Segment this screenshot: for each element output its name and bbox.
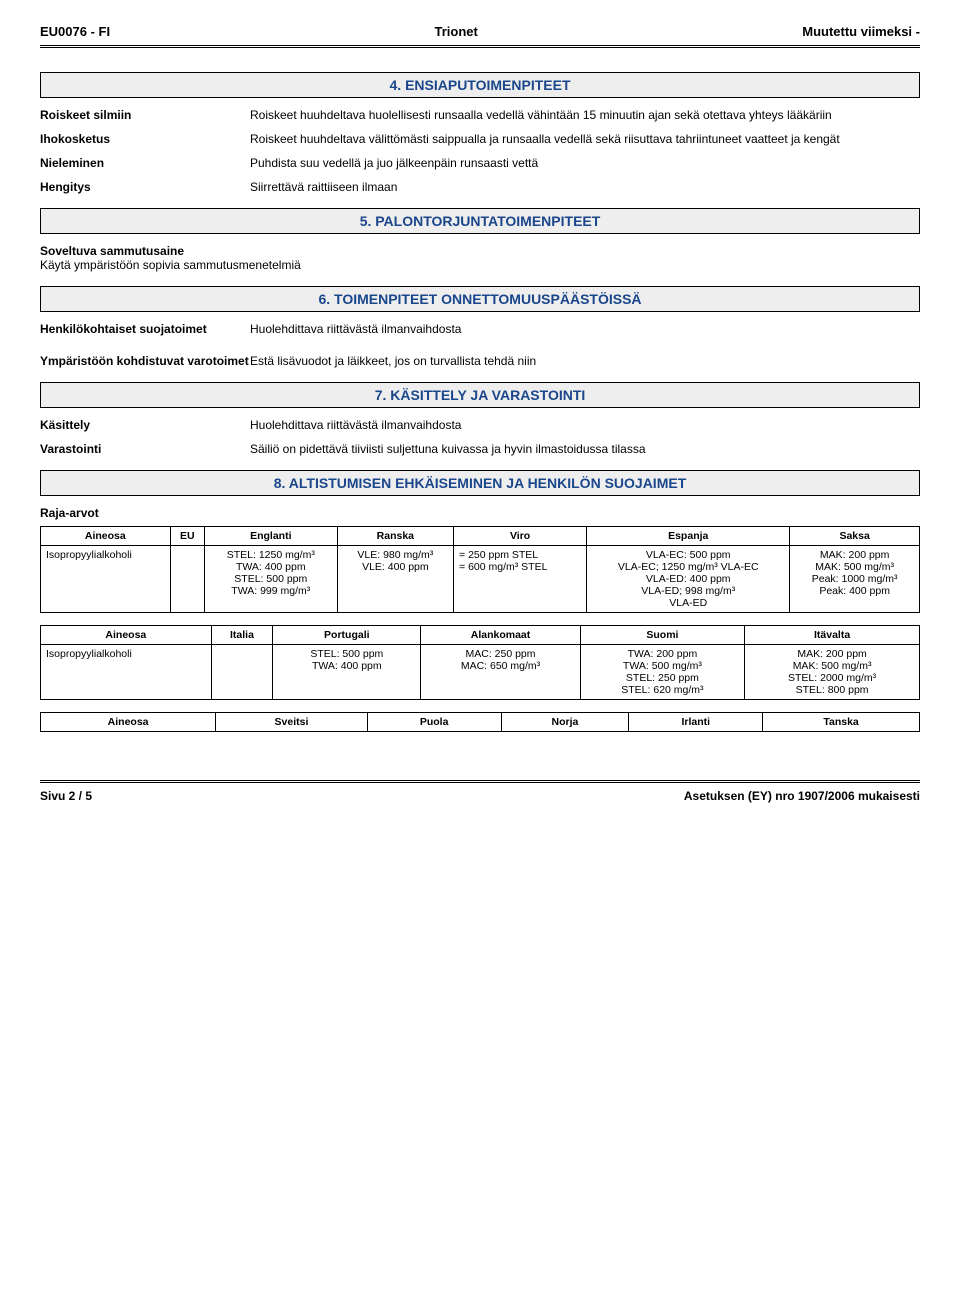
header-modified: Muutettu viimeksi - — [802, 24, 920, 39]
table-row: Isopropyylialkoholi STEL: 500 ppm TWA: 4… — [41, 645, 920, 700]
td: Isopropyylialkoholi — [41, 645, 212, 700]
section6-box: 6. TOIMENPITEET ONNETTOMUUSPÄÄSTÖISSÄ — [40, 286, 920, 312]
footer-page: Sivu 2 / 5 — [40, 789, 92, 803]
s7-value: Huolehdittava riittävästä ilmanvaihdosta — [250, 418, 920, 432]
th: Sveitsi — [216, 713, 368, 732]
td: MAC: 250 ppm MAC: 650 mg/m³ — [421, 645, 580, 700]
th: Aineosa — [41, 713, 216, 732]
s5-sub-text: Käytä ympäristöön sopivia sammutusmenete… — [40, 258, 920, 272]
s7-row: Varastointi Säiliö on pidettävä tiiviist… — [40, 442, 920, 456]
doc-footer: Sivu 2 / 5 Asetuksen (EY) nro 1907/2006 … — [40, 789, 920, 803]
th: Aineosa — [41, 626, 212, 645]
td — [170, 546, 204, 613]
s4-row: Hengitys Siirrettävä raittiiseen ilmaan — [40, 180, 920, 194]
s4-row: Roiskeet silmiin Roiskeet huuhdeltava hu… — [40, 108, 920, 122]
s4-value: Siirrettävä raittiiseen ilmaan — [250, 180, 920, 194]
th: Ranska — [337, 527, 453, 546]
th: Alankomaat — [421, 626, 580, 645]
limits-table-3: Aineosa Sveitsi Puola Norja Irlanti Tans… — [40, 712, 920, 732]
s4-label: Roiskeet silmiin — [40, 108, 250, 122]
th: EU — [170, 527, 204, 546]
s7-label: Varastointi — [40, 442, 250, 456]
th: Suomi — [580, 626, 744, 645]
s6-row: Henkilökohtaiset suojatoimet Huolehditta… — [40, 322, 920, 336]
section6-title: 6. TOIMENPITEET ONNETTOMUUSPÄÄSTÖISSÄ — [49, 291, 911, 307]
td: MAK: 200 ppm MAK: 500 mg/m³ STEL: 2000 m… — [745, 645, 920, 700]
section5-box: 5. PALONTORJUNTATOIMENPITEET — [40, 208, 920, 234]
s4-value: Roiskeet huuhdeltava välittömästi saippu… — [250, 132, 920, 146]
s7-value: Säiliö on pidettävä tiiviisti suljettuna… — [250, 442, 920, 456]
section8-box: 8. ALTISTUMISEN EHKÄISEMINEN JA HENKILÖN… — [40, 470, 920, 496]
s4-value: Roiskeet huuhdeltava huolellisesti runsa… — [250, 108, 920, 122]
table-row: Isopropyylialkoholi STEL: 1250 mg/m³ TWA… — [41, 546, 920, 613]
th: Espanja — [587, 527, 790, 546]
th: Portugali — [273, 626, 421, 645]
section4-box: 4. ENSIAPUTOIMENPITEET — [40, 72, 920, 98]
s7-row: Käsittely Huolehdittava riittävästä ilma… — [40, 418, 920, 432]
td: MAK: 200 ppm MAK: 500 mg/m³ Peak: 1000 m… — [790, 546, 920, 613]
header-product: Trionet — [435, 24, 478, 39]
s6-value: Estä lisävuodot ja läikkeet, jos on turv… — [250, 354, 920, 368]
doc-header: EU0076 - FI Trionet Muutettu viimeksi - — [40, 24, 920, 43]
th: Irlanti — [629, 713, 763, 732]
s4-row: Nieleminen Puhdista suu vedellä ja juo j… — [40, 156, 920, 170]
td: STEL: 1250 mg/m³ TWA: 400 ppm STEL: 500 … — [204, 546, 337, 613]
s7-label: Käsittely — [40, 418, 250, 432]
footer-rule — [40, 780, 920, 783]
section5-title: 5. PALONTORJUNTATOIMENPITEET — [49, 213, 911, 229]
th: Tanska — [763, 713, 920, 732]
td: Isopropyylialkoholi — [41, 546, 171, 613]
td: = 250 ppm STEL = 600 mg/m³ STEL — [454, 546, 587, 613]
th: Itävalta — [745, 626, 920, 645]
s6-label: Ympäristöön kohdistuvat varotoimet — [40, 354, 250, 368]
s4-value: Puhdista suu vedellä ja juo jälkeenpäin … — [250, 156, 920, 170]
section8-title: 8. ALTISTUMISEN EHKÄISEMINEN JA HENKILÖN… — [49, 475, 911, 491]
th: Italia — [211, 626, 273, 645]
s6-value: Huolehdittava riittävästä ilmanvaihdosta — [250, 322, 920, 336]
section7-box: 7. KÄSITTELY JA VARASTOINTI — [40, 382, 920, 408]
s4-label: Ihokosketus — [40, 132, 250, 146]
th: Aineosa — [41, 527, 171, 546]
th: Viro — [454, 527, 587, 546]
th: Englanti — [204, 527, 337, 546]
th: Puola — [367, 713, 501, 732]
td: VLE: 980 mg/m³ VLE: 400 ppm — [337, 546, 453, 613]
s8-limits-label: Raja-arvot — [40, 506, 920, 520]
section4-title: 4. ENSIAPUTOIMENPITEET — [49, 77, 911, 93]
limits-table-1: Aineosa EU Englanti Ranska Viro Espanja … — [40, 526, 920, 613]
s6-label: Henkilökohtaiset suojatoimet — [40, 322, 250, 336]
th: Saksa — [790, 527, 920, 546]
td: STEL: 500 ppm TWA: 400 ppm — [273, 645, 421, 700]
limits-table-2: Aineosa Italia Portugali Alankomaat Suom… — [40, 625, 920, 700]
header-rule — [40, 45, 920, 48]
td: TWA: 200 ppm TWA: 500 mg/m³ STEL: 250 pp… — [580, 645, 744, 700]
td: VLA-EC: 500 ppm VLA-EC; 1250 mg/m³ VLA-E… — [587, 546, 790, 613]
section7-title: 7. KÄSITTELY JA VARASTOINTI — [49, 387, 911, 403]
s4-label: Nieleminen — [40, 156, 250, 170]
s4-row: Ihokosketus Roiskeet huuhdeltava välittö… — [40, 132, 920, 146]
s5-sub-label: Soveltuva sammutusaine — [40, 244, 920, 258]
s6-row: Ympäristöön kohdistuvat varotoimet Estä … — [40, 354, 920, 368]
header-code: EU0076 - FI — [40, 24, 110, 39]
td — [211, 645, 273, 700]
s4-label: Hengitys — [40, 180, 250, 194]
th: Norja — [501, 713, 629, 732]
footer-regulation: Asetuksen (EY) nro 1907/2006 mukaisesti — [684, 789, 920, 803]
